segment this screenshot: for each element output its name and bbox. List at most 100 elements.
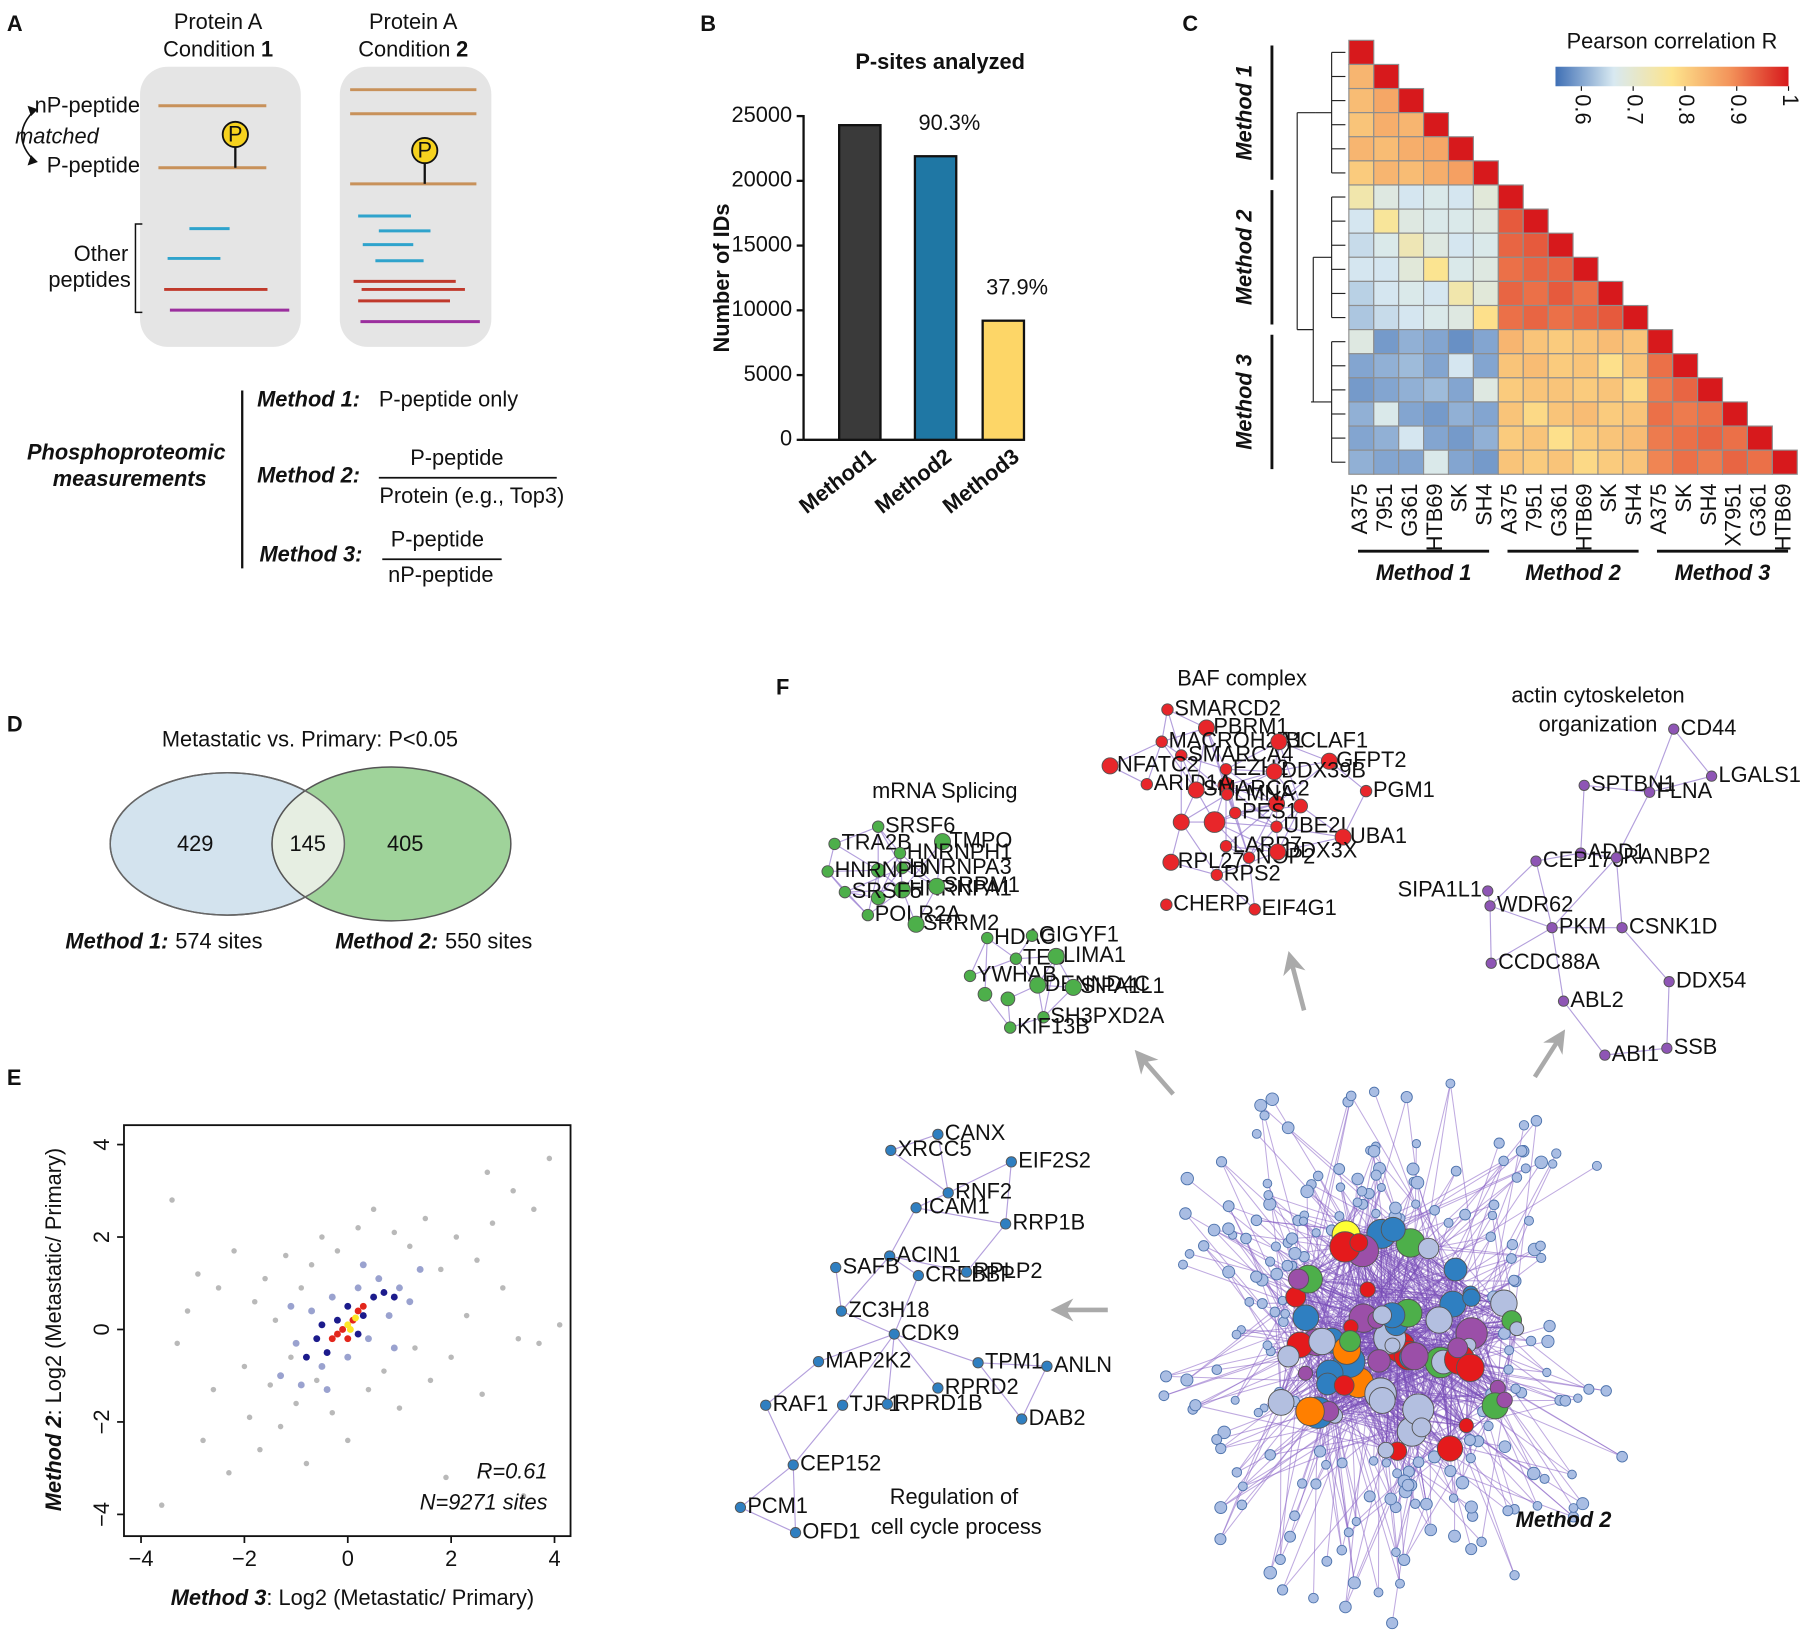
network-edge	[1649, 775, 1712, 793]
node-label: OFD1	[802, 1518, 860, 1543]
x-tick-label: 2	[445, 1546, 457, 1571]
network-node	[1345, 1090, 1357, 1102]
network-edge	[886, 1334, 895, 1405]
heatmap-cell	[1522, 425, 1549, 451]
condition-label: Condition 2	[358, 36, 468, 61]
network-edge	[937, 1134, 949, 1193]
column-label: G361	[1546, 483, 1571, 536]
condition-label: Condition 1	[163, 36, 273, 61]
heatmap-cell	[1572, 329, 1599, 355]
cluster-arrow	[1134, 1049, 1175, 1096]
node-label: GIGYF1	[1039, 922, 1119, 947]
heatmap-cell	[1497, 280, 1524, 307]
network-node	[1359, 1281, 1376, 1298]
network-node	[1417, 1237, 1440, 1260]
phospho-marker	[411, 136, 439, 165]
network-edge	[1181, 754, 1227, 770]
heatmap-cell	[1497, 208, 1524, 234]
colorbar-tick-label: 0.6	[1571, 94, 1596, 124]
node-label: RANBP2	[1623, 843, 1710, 868]
x-tick-label: Method3	[938, 444, 1024, 519]
point	[344, 1353, 352, 1361]
point	[346, 1326, 354, 1333]
column-label: G361	[1746, 483, 1771, 536]
annotation: R=0.61	[477, 1459, 548, 1484]
network-node	[1222, 1222, 1235, 1236]
point	[328, 1335, 336, 1343]
network-node	[1189, 1399, 1202, 1412]
network-node	[1237, 1481, 1248, 1492]
heatmap-cell	[1522, 449, 1549, 475]
network-node	[1443, 1217, 1454, 1228]
network-node	[1187, 781, 1205, 799]
network-edge	[1328, 1410, 1467, 1427]
heatmap-cell	[1398, 232, 1425, 258]
column-group-label: Method 2	[1525, 560, 1621, 585]
network-node	[1482, 885, 1494, 897]
node-label: ABI1	[1612, 1041, 1659, 1066]
network-edge	[841, 1255, 891, 1312]
network-node	[1244, 1297, 1255, 1307]
heatmap-cell	[1672, 401, 1699, 427]
network-edge	[1248, 803, 1278, 858]
network-node	[1536, 1252, 1547, 1264]
bracket	[134, 223, 143, 314]
network-edge	[1225, 784, 1277, 805]
node-label: UBA1	[1350, 823, 1407, 848]
point	[339, 1326, 347, 1333]
network-edge	[1373, 1091, 1454, 1305]
heatmap-cell	[1522, 256, 1549, 282]
heatmap-cell	[1398, 112, 1425, 138]
method-numerator: P-peptide	[410, 445, 503, 470]
network-node	[1259, 1110, 1270, 1121]
network-edge	[1234, 1246, 1346, 1401]
heatmap-cell	[1398, 425, 1425, 451]
network-node	[1359, 784, 1373, 798]
network-edge	[1274, 760, 1330, 773]
heatmap-cell	[1547, 425, 1574, 451]
network-node	[1254, 1098, 1268, 1112]
node-label: DAB2	[1029, 1405, 1086, 1430]
node-label: CANX	[945, 1120, 1006, 1145]
network-node	[1508, 1274, 1520, 1286]
network-node	[910, 1202, 922, 1214]
heatmap-cell	[1647, 425, 1674, 451]
network-edge	[740, 1506, 796, 1534]
heatmap-cell	[1597, 304, 1624, 331]
network-node	[1222, 1200, 1235, 1213]
network-node	[821, 865, 834, 878]
network-node	[1429, 1204, 1440, 1216]
heatmap-cell	[1447, 329, 1474, 355]
network-node	[1436, 1435, 1464, 1462]
heatmap-cell	[1398, 256, 1425, 282]
heatmap-cell	[1423, 449, 1450, 475]
network-node	[999, 1218, 1012, 1230]
y-tick-label: 4	[89, 1139, 114, 1151]
network-node	[1339, 1330, 1362, 1353]
network-edge	[894, 1333, 979, 1364]
network-node	[1262, 1178, 1273, 1189]
heatmap-cell	[1697, 377, 1724, 403]
condition-label-part: 1	[261, 36, 273, 61]
network-node	[1527, 1466, 1541, 1481]
network-edge	[1308, 1278, 1515, 1510]
network-node	[1515, 1145, 1528, 1157]
point	[318, 1321, 326, 1329]
network-node	[1600, 1385, 1612, 1397]
point	[344, 1335, 352, 1343]
network-node	[1368, 1456, 1379, 1466]
heatmap-cell	[1348, 449, 1375, 475]
network-node	[1543, 1319, 1556, 1333]
method-formula: P-peptide only	[379, 387, 518, 412]
heatmap-cell	[1423, 184, 1450, 210]
x-tick-label: Method1	[794, 444, 880, 519]
heatmap-cell	[1398, 208, 1425, 234]
network-node	[1591, 1160, 1602, 1171]
y-axis-label-part: : Log2 (Metastatic/ Primary)	[41, 1148, 66, 1416]
y-tick-label: −4	[89, 1502, 114, 1527]
network-edge	[1334, 1415, 1387, 1451]
node-label: CSNK1D	[1629, 913, 1717, 938]
heatmap-cell	[1398, 136, 1425, 162]
network-edge	[1161, 741, 1197, 791]
